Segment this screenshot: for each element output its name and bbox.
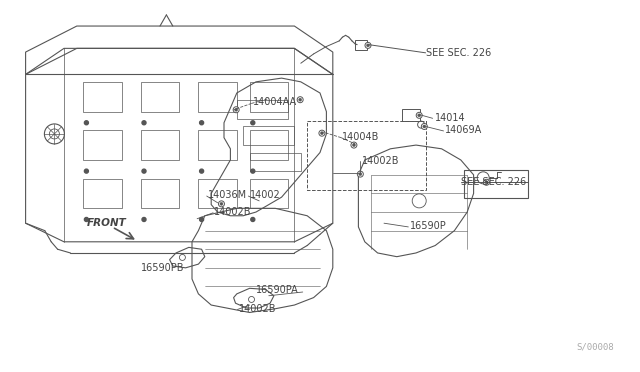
Circle shape	[421, 124, 428, 129]
Circle shape	[297, 97, 303, 103]
Circle shape	[251, 169, 255, 173]
Bar	[402, 109, 420, 121]
Circle shape	[299, 98, 301, 101]
Circle shape	[365, 42, 371, 48]
Circle shape	[416, 112, 422, 118]
Circle shape	[367, 44, 369, 47]
Circle shape	[483, 179, 490, 185]
Text: 16590P: 16590P	[410, 221, 446, 231]
Circle shape	[218, 201, 225, 207]
Bar	[355, 40, 367, 49]
Circle shape	[359, 173, 362, 176]
Circle shape	[200, 121, 204, 125]
Text: 16590PA: 16590PA	[256, 285, 299, 295]
Text: 16590PB: 16590PB	[141, 263, 184, 273]
Text: S/00008: S/00008	[577, 343, 614, 352]
Text: 14004AA: 14004AA	[253, 97, 297, 107]
Text: 14004B: 14004B	[342, 132, 380, 142]
Text: 14036M: 14036M	[208, 190, 247, 200]
Circle shape	[418, 114, 420, 117]
Circle shape	[84, 121, 88, 125]
Circle shape	[200, 218, 204, 221]
Circle shape	[142, 169, 146, 173]
Bar	[307, 121, 426, 190]
Circle shape	[423, 125, 426, 128]
Circle shape	[84, 218, 88, 221]
Circle shape	[142, 121, 146, 125]
Circle shape	[485, 181, 488, 184]
Bar	[464, 170, 528, 198]
Circle shape	[235, 108, 237, 111]
Text: 14002B: 14002B	[214, 207, 252, 217]
Circle shape	[233, 107, 239, 113]
Circle shape	[353, 144, 355, 147]
Circle shape	[321, 132, 323, 135]
Circle shape	[142, 218, 146, 221]
Circle shape	[251, 218, 255, 221]
Circle shape	[319, 130, 325, 136]
Circle shape	[251, 121, 255, 125]
Circle shape	[357, 171, 364, 177]
Circle shape	[200, 169, 204, 173]
Text: 14002: 14002	[250, 190, 280, 200]
Text: 14002B: 14002B	[362, 156, 399, 166]
Circle shape	[220, 202, 223, 205]
Text: 14014: 14014	[435, 113, 466, 123]
Text: SEE SEC. 226: SEE SEC. 226	[426, 48, 491, 58]
Text: SEE SEC. 226: SEE SEC. 226	[461, 177, 526, 186]
Text: FRONT: FRONT	[86, 218, 126, 228]
Circle shape	[351, 142, 357, 148]
Circle shape	[84, 169, 88, 173]
Text: 14002B: 14002B	[239, 304, 276, 314]
Text: 14069A: 14069A	[445, 125, 482, 135]
